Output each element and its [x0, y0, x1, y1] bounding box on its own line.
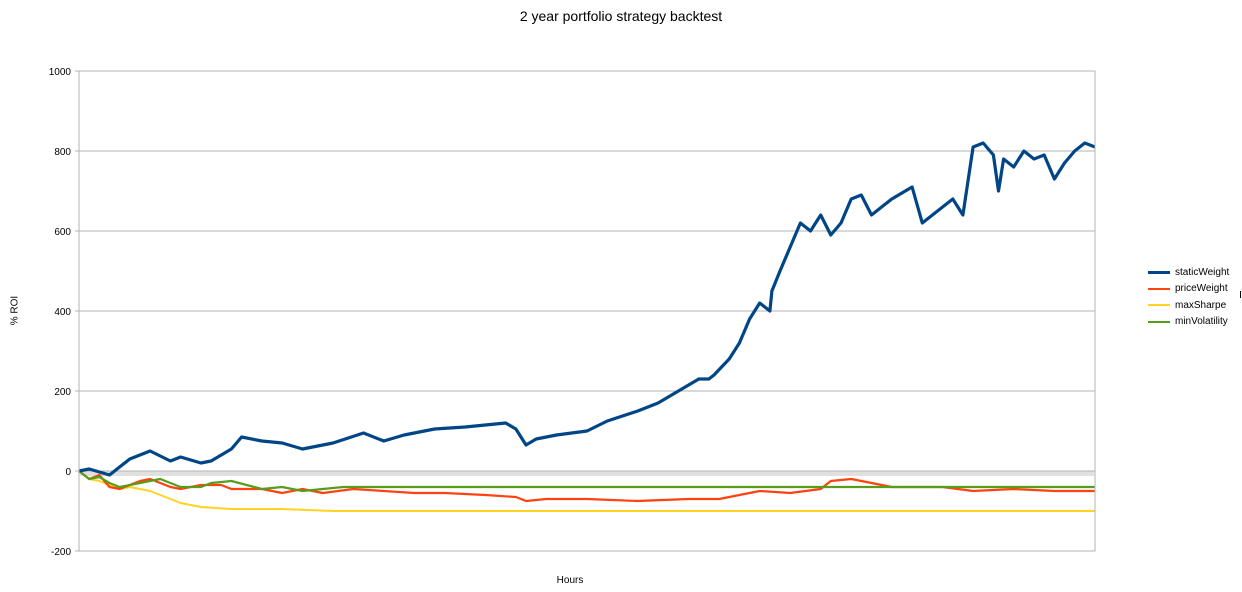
y-tick-label: 1000 — [49, 67, 72, 78]
legend-label: priceWeight — [1175, 283, 1228, 295]
y-tick-label: -200 — [51, 547, 71, 558]
series-line-priceWeight — [78, 470, 1095, 503]
legend-item-minVolatility: minVolatility — [1148, 314, 1229, 331]
legend-item-staticWeight: staticWeight — [1148, 264, 1229, 281]
legend-label: minVolatility — [1175, 316, 1228, 328]
y-tick-label: 0 — [65, 467, 71, 478]
series-line-maxSharpe — [78, 470, 1095, 512]
y-tick-label: 200 — [54, 387, 71, 398]
series-line-minVolatility — [78, 470, 1095, 493]
legend-item-priceWeight: priceWeight — [1148, 281, 1229, 298]
legend-swatch — [1148, 287, 1170, 290]
legend-item-maxSharpe: maxSharpe — [1148, 297, 1229, 314]
chart-title: 2 year portfolio strategy backtest — [519, 8, 723, 24]
y-tick-label: 600 — [54, 227, 71, 238]
legend-swatch — [1148, 270, 1170, 274]
stray-marker — [1240, 291, 1241, 298]
series-line-staticWeight — [78, 141, 1096, 477]
y-tick-label: 400 — [54, 307, 71, 318]
legend-label: maxSharpe — [1175, 299, 1227, 311]
legend: staticWeight priceWeight maxSharpe minVolat… — [1148, 264, 1229, 330]
x-axis-label: Hours — [556, 575, 584, 586]
y-tick-label: 800 — [54, 147, 71, 158]
legend-swatch — [1148, 304, 1170, 307]
legend-swatch — [1148, 320, 1170, 323]
legend-label: staticWeight — [1175, 266, 1230, 278]
